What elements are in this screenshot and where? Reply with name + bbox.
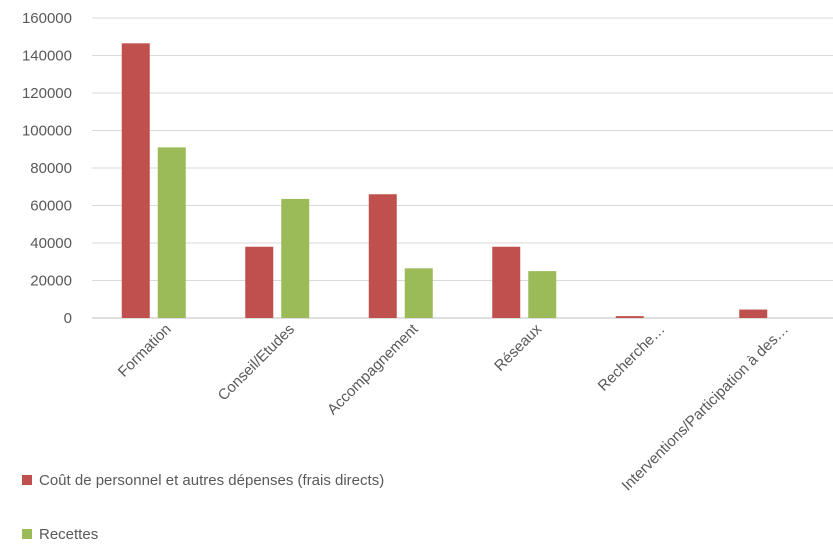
y-tick-label: 120000 xyxy=(22,85,72,102)
x-category-label: Réseaux xyxy=(491,320,545,374)
bar-series-1-0 xyxy=(121,43,150,318)
x-category-label: Accompagnement xyxy=(324,320,422,418)
bar-series-2-0 xyxy=(157,147,186,318)
y-tick-label: 20000 xyxy=(30,273,72,290)
x-category-label: Recherche… xyxy=(595,321,669,395)
legend-label-series-1: Coût de personnel et autres dépenses (fr… xyxy=(39,472,384,489)
bar-series-1-5 xyxy=(739,309,768,318)
bar-series-2-3 xyxy=(528,271,557,318)
x-axis: Formation Conseil/Etudes Accompagnement Rés… xyxy=(115,320,792,494)
y-tick-label: 160000 xyxy=(22,10,72,27)
legend-label-series-2: Recettes xyxy=(39,526,98,543)
bar-series-1-2 xyxy=(368,194,397,318)
y-tick-label: 0 xyxy=(64,310,72,327)
y-tick-label: 40000 xyxy=(30,235,72,252)
y-tick-label: 100000 xyxy=(22,123,72,140)
bar-series-1-4 xyxy=(615,316,644,318)
bar-series-1-1 xyxy=(245,246,274,318)
bar-series-1-3 xyxy=(492,246,521,318)
y-tick-label: 80000 xyxy=(30,160,72,177)
gridlines xyxy=(92,17,833,319)
bar-series-2-1 xyxy=(281,198,310,318)
legend-swatch-series-2 xyxy=(22,529,32,539)
bars xyxy=(121,43,768,318)
y-tick-label: 60000 xyxy=(30,198,72,215)
legend-swatch-series-1 xyxy=(22,475,32,485)
bar-series-2-2 xyxy=(404,268,433,318)
x-category-label: Conseil/Etudes xyxy=(215,321,298,404)
y-axis: 0 20000 40000 60000 80000 100000 120000 140000 1… xyxy=(22,10,72,327)
x-category-label: Formation xyxy=(115,321,175,381)
y-tick-label: 140000 xyxy=(22,48,72,65)
legend: Coût de personnel et autres dépenses (fr… xyxy=(22,472,384,543)
